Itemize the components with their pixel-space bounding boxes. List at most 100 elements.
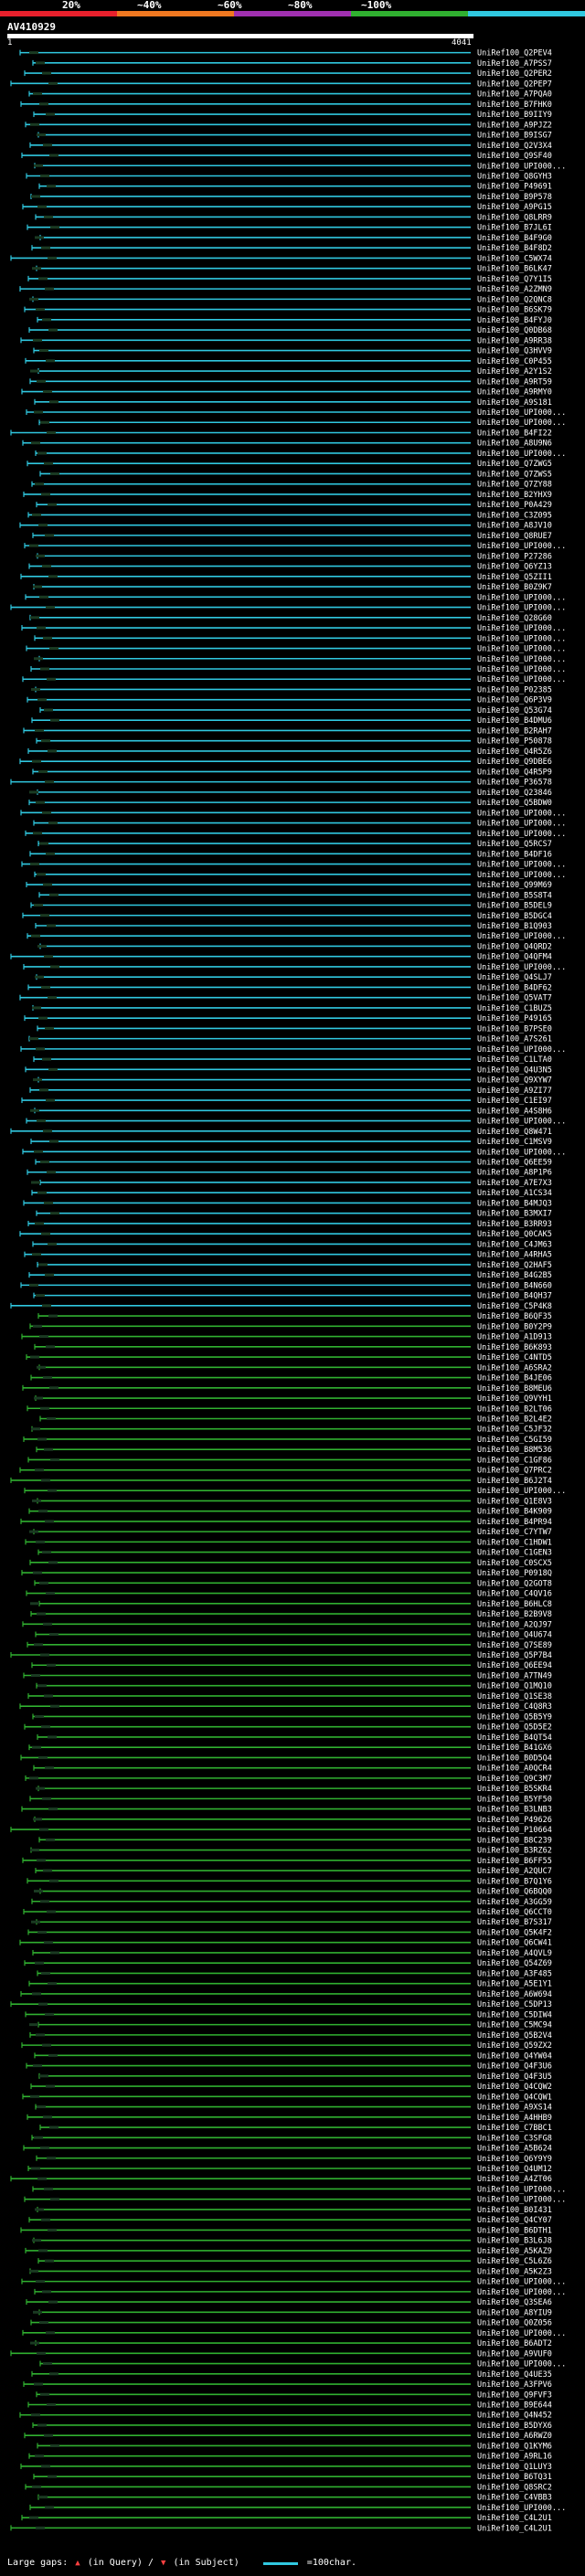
hit-row[interactable]: UniRef100_Q7Y1I5	[27, 275, 552, 284]
hit-row[interactable]: UniRef100_C1HDW1	[25, 1538, 552, 1547]
hit-row[interactable]: UniRef100_B5S8T4	[38, 891, 552, 900]
hit-row[interactable]: UniRef100_Q5RCS7	[37, 840, 552, 849]
hit-row[interactable]: UniRef100_Q4U674	[35, 1631, 552, 1640]
hit-row[interactable]: UniRef100_C4JM63	[32, 1240, 552, 1249]
hit-row[interactable]: UniRef100_A3F485	[37, 1969, 552, 1978]
hit-row[interactable]: UniRef100_A1CS34	[31, 1189, 552, 1198]
hit-row[interactable]: UniRef100_Q4F3U5	[38, 2072, 552, 2082]
hit-row[interactable]: UniRef100_C3SFG8	[31, 2134, 552, 2143]
hit-row[interactable]: UniRef100_A7PQA0	[28, 90, 552, 100]
hit-row[interactable]: UniRef100_Q6Y9Y9	[36, 2155, 552, 2164]
hit-row[interactable]: UniRef100_Q8RUE7	[32, 532, 552, 541]
hit-row[interactable]: UniRef100_B2L4E2	[39, 1415, 552, 1424]
hit-row[interactable]: UniRef100_C4L2U1	[21, 2514, 552, 2523]
hit-row[interactable]: UniRef100_B6DTH1	[20, 2226, 552, 2235]
hit-row[interactable]: UniRef100_Q4QRD2	[37, 942, 552, 951]
hit-row[interactable]: UniRef100_A9VUF0	[10, 2349, 552, 2359]
hit-row[interactable]: UniRef100_UPI000...	[24, 1487, 566, 1496]
hit-row[interactable]: UniRef100_Q2QNC8	[29, 295, 552, 304]
hit-row[interactable]: UniRef100_A9RR38	[20, 336, 552, 345]
hit-row[interactable]: UniRef100_P49691	[38, 183, 552, 192]
hit-row[interactable]: UniRef100_A2ZMN9	[19, 285, 552, 294]
hit-row[interactable]: UniRef100_C5L6Z6	[37, 2257, 552, 2266]
hit-row[interactable]: UniRef100_C5JF32	[31, 1426, 552, 1435]
hit-row[interactable]: UniRef100_Q2PEV4	[19, 49, 552, 58]
hit-row[interactable]: UniRef100_UPI000...	[10, 604, 566, 613]
hit-row[interactable]: UniRef100_A4QVL9	[32, 1949, 552, 1958]
hit-row[interactable]: UniRef100_Q5D5E2	[24, 1723, 552, 1733]
hit-row[interactable]: UniRef100_C5DIW4	[25, 2010, 552, 2019]
hit-row[interactable]: UniRef100_A1D913	[21, 1333, 552, 1342]
hit-row[interactable]: UniRef100_UPI000...	[26, 645, 566, 654]
hit-row[interactable]: UniRef100_C1EI97	[21, 1097, 552, 1106]
hit-row[interactable]: UniRef100_Q2PEP7	[10, 80, 552, 89]
hit-row[interactable]: UniRef100_A9RL16	[28, 2453, 552, 2462]
hit-row[interactable]: UniRef100_B7FHK0	[20, 101, 552, 110]
hit-row[interactable]: UniRef100_B0Y2P9	[29, 1322, 552, 1331]
hit-row[interactable]: UniRef100_B8M536	[36, 1446, 552, 1455]
hit-row[interactable]: UniRef100_B6SK79	[24, 306, 552, 315]
hit-row[interactable]: UniRef100_C5WX74	[10, 254, 552, 263]
hit-row[interactable]: UniRef100_B2B9V8	[30, 1610, 552, 1619]
hit-row[interactable]: UniRef100_Q5B2V4	[29, 2031, 552, 2041]
hit-row[interactable]: UniRef100_Q7ZWG5	[27, 460, 552, 469]
hit-row[interactable]: UniRef100_C0P455	[25, 357, 552, 366]
hit-row[interactable]: UniRef100_B2RAH7	[23, 726, 552, 736]
hit-row[interactable]: UniRef100_C1GEN3	[37, 1549, 552, 1558]
hit-row[interactable]: UniRef100_P0A429	[36, 501, 552, 510]
hit-row[interactable]: UniRef100_A7PSS7	[32, 59, 552, 69]
hit-row[interactable]: UniRef100_Q28G60	[29, 614, 552, 623]
hit-row[interactable]: UniRef100_UPI000...	[21, 861, 566, 870]
hit-row[interactable]: UniRef100_Q4YW04	[34, 2051, 552, 2061]
hit-row[interactable]: UniRef100_Q6CW41	[19, 1939, 552, 1948]
hit-row[interactable]: UniRef100_C5MC94	[29, 2021, 552, 2030]
hit-row[interactable]: UniRef100_B5DYX6	[32, 2422, 552, 2431]
hit-row[interactable]: UniRef100_A4RHA5	[24, 1251, 552, 1260]
hit-row[interactable]: UniRef100_B6J2T4	[10, 1477, 552, 1486]
hit-row[interactable]: UniRef100_Q9VYH1	[34, 1394, 552, 1404]
hit-row[interactable]: UniRef100_A9S181	[34, 398, 552, 408]
hit-row[interactable]: UniRef100_B9IIY9	[33, 111, 552, 120]
hit-row[interactable]: UniRef100_UPI000...	[25, 593, 566, 602]
hit-row[interactable]: UniRef100_Q0DB68	[28, 326, 552, 335]
hit-row[interactable]: UniRef100_P49626	[33, 1816, 552, 1825]
hit-row[interactable]: UniRef100_B5YF50	[29, 1795, 552, 1804]
hit-row[interactable]: UniRef100_A6W694	[20, 1990, 552, 1999]
hit-row[interactable]: UniRef100_A7TN49	[23, 1671, 552, 1680]
hit-row[interactable]: UniRef100_B4F9G0	[35, 234, 552, 243]
hit-row[interactable]: UniRef100_Q1LUY3	[20, 2463, 552, 2472]
hit-row[interactable]: UniRef100_Q9DBE6	[19, 758, 552, 767]
hit-row[interactable]: UniRef100_UPI000...	[29, 2504, 566, 2513]
hit-row[interactable]: UniRef100_B3RR93	[27, 1220, 552, 1229]
hit-row[interactable]: UniRef100_B6FF55	[22, 1857, 552, 1866]
hit-row[interactable]: UniRef100_Q0CAK5	[19, 1230, 552, 1239]
hit-row[interactable]: UniRef100_Q5ZII1	[20, 573, 552, 582]
hit-row[interactable]: UniRef100_UPI000...	[21, 624, 566, 633]
hit-row[interactable]: UniRef100_A9RT59	[29, 377, 552, 387]
hit-row[interactable]: UniRef100_P36578	[10, 779, 552, 788]
hit-row[interactable]: UniRef100_A9ZI77	[29, 1087, 552, 1096]
hit-row[interactable]: UniRef100_Q7SE89	[27, 1641, 552, 1650]
hit-row[interactable]: UniRef100_Q4CQW1	[22, 2093, 552, 2102]
hit-row[interactable]: UniRef100_B1Q903	[35, 922, 552, 931]
hit-row[interactable]: UniRef100_UPI000...	[34, 871, 566, 880]
hit-row[interactable]: UniRef100_UPI000...	[20, 1045, 566, 1055]
hit-row[interactable]: UniRef100_B5DEL9	[30, 902, 552, 911]
hit-row[interactable]: UniRef100_Q53G74	[39, 706, 552, 716]
hit-row[interactable]: UniRef100_Q4CY07	[28, 2216, 552, 2225]
hit-row[interactable]: UniRef100_A8JV10	[19, 522, 552, 531]
hit-row[interactable]: UniRef100_A5K2Z3	[29, 2267, 552, 2276]
hit-row[interactable]: UniRef100_B4N660	[20, 1281, 552, 1290]
hit-row[interactable]: UniRef100_UPI000...	[22, 1148, 566, 1157]
hit-row[interactable]: UniRef100_B7Q1Y6	[27, 1877, 552, 1886]
hit-row[interactable]: UniRef100_Q4R5P9	[32, 768, 552, 777]
hit-row[interactable]: UniRef100_Q7ZY88	[31, 481, 552, 490]
hit-row[interactable]: UniRef100_Q1MQ10	[36, 1682, 552, 1691]
hit-row[interactable]: UniRef100_Q7PRC2	[19, 1467, 552, 1476]
hit-row[interactable]: UniRef100_A9PG15	[22, 203, 552, 212]
hit-row[interactable]: UniRef100_A6RWZ0	[24, 2432, 552, 2441]
hit-row[interactable]: UniRef100_A2QJ97	[22, 1620, 552, 1629]
hit-row[interactable]: UniRef100_Q4U3N5	[25, 1065, 552, 1075]
hit-row[interactable]: UniRef100_UPI000...	[24, 542, 566, 551]
hit-row[interactable]: UniRef100_Q7ZWS5	[39, 470, 552, 479]
